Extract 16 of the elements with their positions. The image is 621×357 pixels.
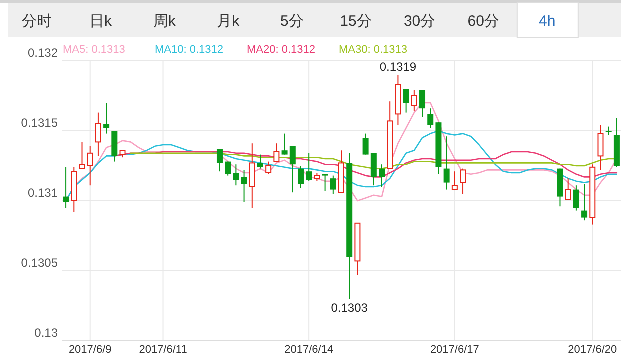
x-tick-label: 2017/6/14 xyxy=(284,344,334,356)
y-tick-label: 0.132 xyxy=(28,46,58,60)
x-tick-label: 2017/6/11 xyxy=(139,344,188,356)
text: MA30: 0.1313 xyxy=(339,44,408,56)
y-tick-label: 0.131 xyxy=(28,186,58,200)
x-tick-label: 2017/6/20 xyxy=(568,344,618,356)
text: MA5: 0.1313 xyxy=(63,44,126,56)
y-tick-label: 0.1315 xyxy=(21,116,58,130)
annotation: 0.1319 xyxy=(380,60,417,74)
y-tick-label: 0.1305 xyxy=(21,256,58,270)
x-tick-label: 2017/6/9 xyxy=(68,344,112,356)
y-tick-label: 0.13 xyxy=(34,326,58,340)
x-tick-label: 2017/6/17 xyxy=(430,344,480,356)
text: MA20: 0.1312 xyxy=(247,44,316,56)
text: MA10: 0.1312 xyxy=(155,44,224,56)
annotation: 0.1303 xyxy=(331,301,368,315)
